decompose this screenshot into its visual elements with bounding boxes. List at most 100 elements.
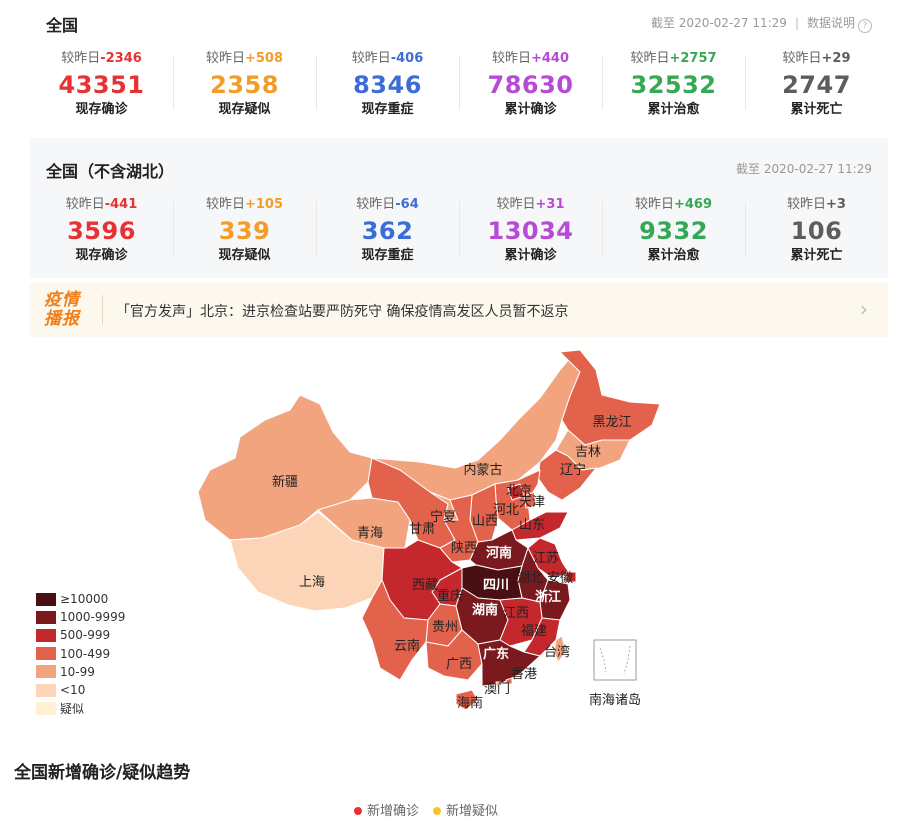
stat-label: 现存确诊 — [75, 102, 128, 117]
stat-value: 78630 — [487, 71, 574, 99]
legend-item[interactable]: <10 — [36, 681, 125, 699]
label-guangxi: 广西 — [446, 657, 472, 672]
stat-label: 累计死亡 — [790, 102, 843, 117]
label-xinjiang: 新疆 — [272, 474, 298, 490]
label-tianjin: 天津 — [519, 495, 545, 510]
stat-value: 9332 — [639, 217, 708, 245]
news-headline[interactable]: 「官方发声」北京：进京检查站要严防死守 确保疫情高发区人员暂不返京 — [116, 304, 569, 320]
legend-item[interactable]: 10-99 — [36, 663, 125, 681]
stat-label: 现存确诊 — [75, 248, 128, 263]
legend-new-suspected[interactable]: 新增疑似 — [433, 800, 498, 819]
stat-total-deaths: 较昨日+3 106 累计死亡 — [745, 196, 888, 264]
chevron-right-icon[interactable]: › — [860, 297, 868, 321]
stat-value: 2358 — [210, 71, 279, 99]
news-ticker[interactable]: 疫情 播报 「官方发声」北京：进京检查站要严防死守 确保疫情高发区人员暂不返京 … — [30, 283, 888, 337]
stat-label: 累计死亡 — [790, 248, 843, 263]
legend-item[interactable]: 1000-9999 — [36, 608, 125, 626]
stat-label: 累计确诊 — [504, 102, 557, 117]
legend-new-confirmed[interactable]: 新增确诊 — [354, 800, 419, 819]
stat-value: 2747 — [782, 71, 851, 99]
province-hongkong[interactable] — [505, 677, 513, 685]
national-stats-panel: 全国 截至 2020-02-27 11:29 | 数据说明? 较昨日-2346 43… — [30, 0, 888, 128]
south-china-sea-inset — [593, 639, 637, 681]
label-shaanxi: 陕西 — [451, 541, 477, 556]
label-liaoning: 辽宁 — [560, 462, 586, 478]
label-jiangxi: 江西 — [503, 606, 529, 621]
data-note-link[interactable]: 数据说明 — [806, 16, 855, 30]
stat-current-confirmed: 较昨日-441 3596 现存确诊 — [30, 196, 173, 264]
label-nanhai: 南海诸岛 — [589, 692, 641, 708]
stat-label: 累计治愈 — [647, 102, 700, 117]
province-yunnan[interactable] — [361, 579, 429, 681]
stat-value: 13034 — [487, 217, 574, 245]
label-hebei: 河北 — [493, 503, 519, 518]
label-jiangsu: 江苏 — [533, 550, 559, 566]
province-shandong[interactable] — [511, 511, 569, 541]
trend-legend: 新增确诊 新增疑似 — [354, 800, 498, 819]
label-gansu: 甘肃 — [409, 522, 435, 537]
legend-item[interactable]: ≥10000 — [36, 590, 125, 608]
excl-hubei-title: 全国（不含湖北） — [46, 162, 175, 181]
label-fujian: 福建 — [521, 624, 547, 639]
help-icon[interactable]: ? — [858, 19, 872, 33]
trend-section-title: 全国新增确诊/疑似趋势 — [14, 763, 191, 783]
province-taiwan[interactable] — [553, 635, 567, 663]
province-liaoning[interactable] — [537, 449, 597, 501]
label-hunan: 湖南 — [472, 602, 498, 618]
national-update-time: 截至 2020-02-27 11:29 — [650, 16, 787, 30]
stat-value: 106 — [790, 217, 843, 245]
excl-hubei-stat-row: 较昨日-441 3596 现存确诊 较昨日+105 339 现存疑似 较昨日-6… — [30, 196, 888, 264]
label-macau: 澳门 — [484, 681, 510, 697]
stat-total-confirmed: 较昨日+31 13034 累计确诊 — [459, 196, 602, 264]
stat-total-cured: 较昨日+469 9332 累计治愈 — [602, 196, 745, 264]
stat-current-confirmed: 较昨日-2346 43351 现存确诊 — [30, 50, 173, 118]
stat-value: 339 — [218, 217, 271, 245]
label-xizang: 上海 — [299, 575, 325, 590]
legend-item[interactable]: 100-499 — [36, 645, 125, 663]
stat-current-suspected: 较昨日+105 339 现存疑似 — [173, 196, 316, 264]
label-henan: 河南 — [486, 545, 512, 561]
province-guangdong[interactable] — [477, 639, 541, 687]
label-heilongjiang: 黑龙江 — [592, 415, 631, 430]
stat-label: 现存重症 — [361, 248, 414, 263]
china-epidemic-map[interactable]: 黑龙江 吉林 辽宁 内蒙古 北京 天津 河北 山西 山东 新疆 宁夏 甘肃 青海… — [0, 338, 907, 738]
province-tianjin[interactable] — [523, 491, 537, 509]
stat-label: 累计确诊 — [504, 248, 557, 263]
stat-value: 8346 — [353, 71, 422, 99]
nine-dash-line — [599, 645, 631, 675]
label-chongqing: 重庆 — [437, 588, 463, 604]
label-shanxi: 山西 — [472, 514, 498, 529]
legend-item[interactable]: 500-999 — [36, 626, 125, 644]
province-hainan[interactable] — [455, 689, 479, 711]
national-stat-row: 较昨日-2346 43351 现存确诊 较昨日+508 2358 现存疑似 较昨… — [30, 50, 888, 118]
label-guizhou: 贵州 — [432, 620, 458, 635]
label-guangdong: 广东 — [483, 646, 509, 662]
excl-hubei-update-time: 截至 2020-02-27 11:29 — [736, 162, 872, 176]
legend-item[interactable]: 疑似 — [36, 699, 125, 717]
map-legend: ≥10000 1000-9999 500-999 100-499 10-99 <… — [36, 590, 125, 717]
news-logo: 疫情 播报 — [44, 290, 80, 329]
label-taiwan: 台湾 — [544, 644, 570, 660]
stat-current-suspected: 较昨日+508 2358 现存疑似 — [173, 50, 316, 118]
stat-total-confirmed: 较昨日+440 78630 累计确诊 — [459, 50, 602, 118]
stat-label: 现存疑似 — [218, 102, 271, 117]
stat-label: 累计治愈 — [647, 248, 700, 263]
national-update-info: 截至 2020-02-27 11:29 | 数据说明? — [651, 14, 872, 33]
label-jilin: 吉林 — [575, 445, 601, 460]
label-sichuan: 西藏 — [412, 578, 438, 593]
national-title: 全国 — [46, 16, 79, 35]
province-macau[interactable] — [495, 681, 501, 687]
province-heilongjiang[interactable] — [559, 349, 661, 446]
label-zhejiang: 浙江 — [535, 589, 561, 605]
label-shandong: 山东 — [519, 518, 545, 533]
stat-value: 3596 — [67, 217, 136, 245]
label-hainan: 海南 — [457, 695, 483, 711]
label-beijing: 北京 — [506, 484, 532, 499]
label-anhui: 湖北 — [517, 571, 543, 586]
label-shanghai: 安徽 — [547, 571, 573, 586]
stat-value: 43351 — [58, 71, 145, 99]
stat-label: 现存重症 — [361, 102, 414, 117]
label-qinghai: 青海 — [357, 526, 383, 541]
province-shanghai[interactable] — [565, 571, 577, 583]
stat-label: 现存疑似 — [218, 248, 271, 263]
